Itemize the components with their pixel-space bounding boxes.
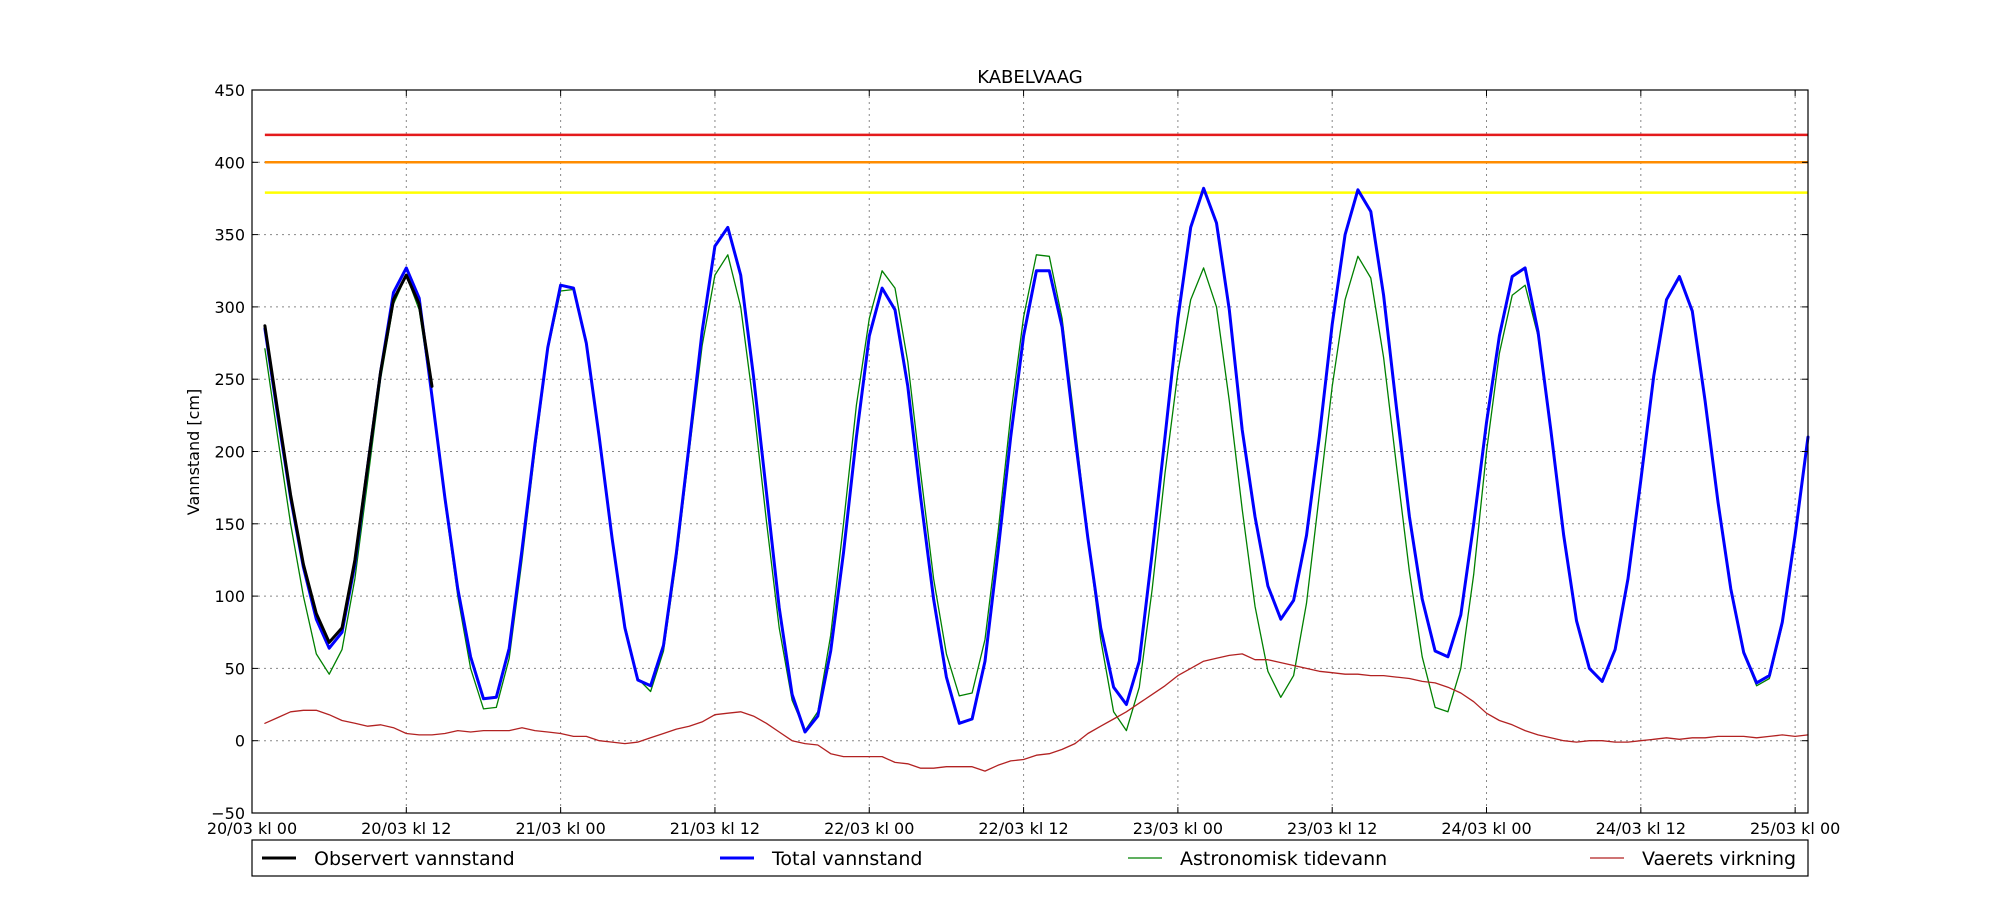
plot-frame <box>251 89 1809 814</box>
x-tick-label: 24/03 kl 12 <box>1596 819 1686 838</box>
legend-label: Vaerets virkning <box>1642 848 1796 870</box>
y-tick-label: 100 <box>214 587 245 606</box>
y-tick-label: 150 <box>214 515 245 534</box>
x-tick-label: 23/03 kl 00 <box>1133 819 1223 838</box>
x-tick-label: 21/03 kl 00 <box>515 819 605 838</box>
y-tick-label: 50 <box>225 659 245 678</box>
y-tick-label: 400 <box>214 153 245 172</box>
legend: Observert vannstand Total vannstand Astron… <box>251 839 1809 877</box>
x-tick-label: 22/03 kl 00 <box>824 819 914 838</box>
series-line <box>263 186 1810 734</box>
legend-frame <box>251 839 1809 877</box>
y-tick-label: 0 <box>235 732 245 751</box>
axis-ticks: −50 0 50 100 150 200 250 300 350 400 450 20/03 kl 0… <box>207 81 1840 838</box>
y-tick-label: 450 <box>214 81 245 100</box>
x-tick-label: 21/03 kl 12 <box>670 819 760 838</box>
series-line <box>263 273 434 644</box>
chart-title: KABELVAAG <box>977 67 1083 88</box>
legend-label: Astronomisk tidevann <box>1180 848 1387 870</box>
legend-label: Observert vannstand <box>314 848 515 870</box>
y-tick-label: −50 <box>211 804 245 823</box>
series-lines <box>263 186 1810 772</box>
x-tick-label: 24/03 kl 00 <box>1441 819 1531 838</box>
y-tick-label: 350 <box>214 226 245 245</box>
x-tick-label: 25/03 kl 00 <box>1750 819 1840 838</box>
legend-label: Total vannstand <box>771 848 922 870</box>
y-tick-label: 250 <box>214 370 245 389</box>
y-axis-label: Vannstand [cm] <box>184 389 203 515</box>
threshold-lines <box>264 133 1808 194</box>
x-tick-label: 23/03 kl 12 <box>1287 819 1377 838</box>
series-line <box>264 254 1809 732</box>
series-line <box>264 653 1809 772</box>
x-tick-label: 20/03 kl 12 <box>361 819 451 838</box>
y-tick-label: 200 <box>214 443 245 462</box>
y-tick-label: 300 <box>214 298 245 317</box>
grid <box>252 90 1808 813</box>
x-tick-label: 20/03 kl 00 <box>207 819 297 838</box>
x-tick-label: 22/03 kl 12 <box>978 819 1068 838</box>
